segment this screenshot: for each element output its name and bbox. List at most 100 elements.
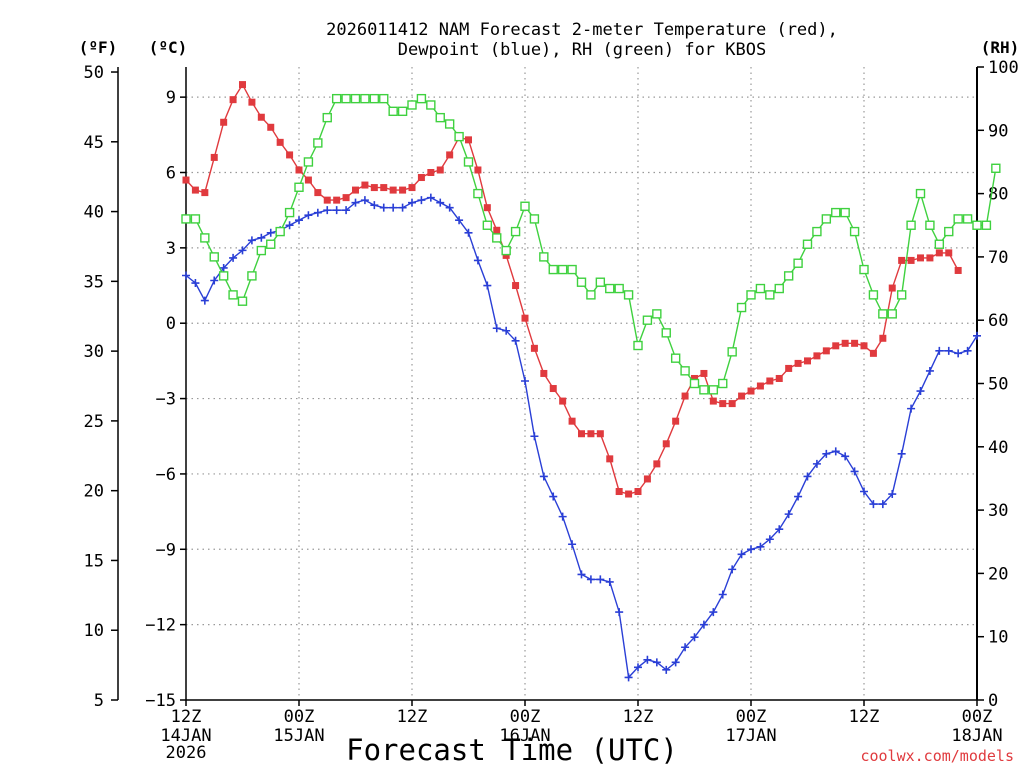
dewpoint-point bbox=[747, 545, 755, 554]
temperature-point bbox=[276, 138, 284, 146]
rh-point bbox=[567, 264, 577, 275]
rh-point bbox=[407, 100, 417, 110]
dewpoint-point bbox=[624, 673, 633, 682]
dewpoint-point bbox=[784, 510, 793, 519]
rh-point bbox=[896, 290, 907, 300]
dewpoint-point bbox=[756, 542, 765, 551]
x-tick-label: 00Z bbox=[736, 707, 767, 727]
dewpoint-point bbox=[398, 203, 407, 212]
x-axis-title: Forecast Time (UTC) bbox=[346, 733, 678, 767]
dewpoint-point bbox=[954, 349, 963, 358]
dewpoint-point bbox=[605, 577, 614, 586]
dewpoint-point bbox=[247, 236, 256, 245]
temperature-point bbox=[201, 189, 209, 197]
temperature-point bbox=[738, 392, 746, 400]
rh-tick-label: 40 bbox=[988, 438, 1008, 458]
temperature-point bbox=[917, 254, 924, 262]
fahrenheit-tick-label: 45 bbox=[84, 133, 104, 153]
rh-tick-label: 0 bbox=[988, 691, 998, 711]
rh-point bbox=[379, 93, 389, 104]
temperature-point bbox=[747, 387, 755, 395]
temperature-point bbox=[898, 256, 906, 264]
rh-point bbox=[680, 366, 690, 376]
rh-tick-label: 70 bbox=[988, 248, 1008, 268]
dewpoint-point bbox=[709, 608, 718, 617]
rh-point bbox=[661, 328, 671, 338]
dewpoint-point bbox=[634, 663, 642, 672]
temperature-point bbox=[568, 417, 576, 425]
rh-point bbox=[209, 252, 219, 262]
temperature-point bbox=[210, 153, 218, 161]
rh-point bbox=[821, 214, 832, 224]
dewpoint-point bbox=[530, 432, 539, 441]
rh-point bbox=[350, 93, 361, 104]
temperature-point bbox=[888, 284, 896, 292]
rh-point bbox=[586, 290, 596, 300]
temperature-point bbox=[352, 186, 359, 194]
series-line bbox=[185, 196, 978, 679]
dewpoint-point bbox=[973, 331, 981, 340]
rh-point bbox=[444, 119, 455, 129]
rh-tick-label: 90 bbox=[988, 121, 1008, 141]
temperature-point bbox=[954, 266, 962, 274]
credit-text: coolwx.com/models bbox=[860, 747, 1014, 765]
rh-point bbox=[774, 283, 784, 294]
dewpoint-point bbox=[511, 336, 520, 345]
temperature-point bbox=[182, 176, 190, 184]
rh-point bbox=[765, 290, 775, 300]
temperature-point bbox=[286, 151, 294, 159]
rh-point bbox=[237, 296, 248, 306]
temperature-point bbox=[559, 397, 567, 405]
dewpoint-point bbox=[803, 472, 812, 481]
temperature-point bbox=[512, 282, 520, 290]
rh-point bbox=[247, 271, 257, 281]
rh-point bbox=[831, 207, 841, 218]
temperature-point bbox=[465, 136, 472, 144]
temperature-point bbox=[832, 342, 840, 350]
dewpoint-point bbox=[690, 633, 699, 642]
rh-point bbox=[605, 283, 615, 294]
temperature-point bbox=[794, 359, 802, 367]
rh-point bbox=[275, 226, 285, 237]
rh-unit-label: (RH) bbox=[981, 38, 1020, 57]
data-series bbox=[181, 81, 1001, 682]
temperature-point bbox=[615, 488, 623, 496]
rh-point bbox=[981, 220, 992, 230]
dewpoint-point bbox=[615, 608, 624, 617]
dewpoint-point bbox=[313, 208, 322, 217]
dewpoint-point bbox=[643, 655, 652, 664]
rh-tick-label: 80 bbox=[988, 185, 1008, 205]
rh-point bbox=[313, 138, 323, 148]
temperature-point bbox=[549, 385, 557, 393]
dewpoint-point bbox=[342, 206, 351, 215]
celsius-tick-label: −3 bbox=[156, 390, 176, 410]
rh-point bbox=[454, 131, 464, 142]
temperature-point bbox=[474, 166, 482, 174]
temperature-point bbox=[295, 166, 303, 174]
x-tick-label: 00Z bbox=[510, 707, 541, 727]
rh-point bbox=[783, 271, 794, 281]
temperature-point bbox=[756, 382, 764, 390]
temperature-point bbox=[436, 166, 444, 174]
series-dewpoint bbox=[182, 193, 981, 682]
rh-point bbox=[463, 157, 474, 167]
temperature-point bbox=[220, 118, 228, 126]
rh-point bbox=[689, 378, 700, 389]
temperature-point bbox=[342, 194, 350, 202]
fahrenheit-tick-label: 50 bbox=[84, 63, 104, 83]
x-tick-label: 00Z bbox=[962, 707, 993, 727]
dewpoint-point bbox=[794, 492, 803, 501]
temperature-point bbox=[851, 339, 859, 347]
rh-point bbox=[633, 340, 643, 351]
dewpoint-point bbox=[408, 198, 416, 207]
rh-point bbox=[906, 220, 916, 230]
fahrenheit-tick-label: 25 bbox=[84, 412, 104, 432]
rh-point bbox=[416, 93, 427, 104]
dewpoint-point bbox=[907, 404, 916, 413]
temperature-point bbox=[502, 251, 510, 259]
rh-tick-label: 60 bbox=[988, 311, 1008, 331]
rh-point bbox=[595, 277, 606, 287]
dewpoint-point bbox=[370, 201, 379, 210]
rh-point bbox=[200, 233, 210, 243]
rh-point bbox=[670, 353, 681, 363]
